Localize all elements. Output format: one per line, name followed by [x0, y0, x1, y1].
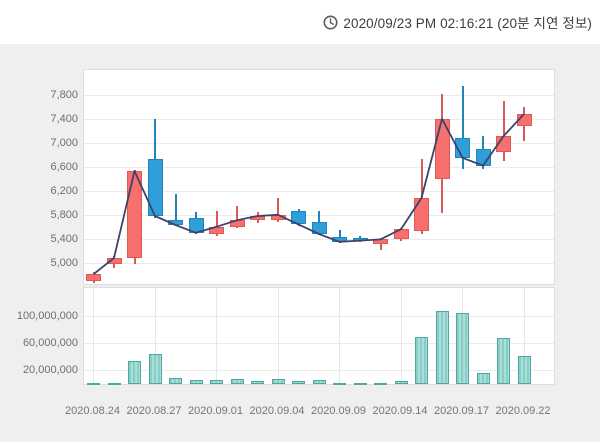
candle-body [352, 237, 368, 241]
price-grid-line [84, 239, 554, 241]
volume-bar [415, 337, 428, 384]
volume-vertical-grid-line [93, 288, 94, 384]
price-grid-line [84, 95, 554, 97]
volume-vertical-grid-line [216, 288, 217, 384]
price-grid-line [84, 263, 554, 265]
candle-body [188, 217, 204, 233]
header-bar: 2020/09/23 PM 02:16:21 (20분 지연 정보) [0, 0, 600, 44]
volume-bar [312, 379, 326, 384]
volume-vertical-grid-line [154, 288, 156, 384]
price-axis-label: 7,800 [50, 88, 78, 101]
timestamp-text: 2020/09/23 PM 02:16:21 (20분 지연 정보) [343, 16, 592, 31]
volume-axis-label: 20,000,000 [22, 363, 78, 376]
volume-bar [107, 382, 121, 385]
date-label: 2020.09.01 [187, 405, 244, 417]
candle-body [127, 170, 142, 258]
volume-grid-line [84, 316, 554, 318]
volume-bar [456, 312, 469, 384]
candle-body [373, 239, 388, 244]
volume-bar [271, 378, 285, 384]
date-label: 2020.09.17 [433, 405, 490, 417]
volume-bar [394, 381, 408, 384]
date-label: 2020.08.27 [126, 405, 182, 417]
volume-bar [87, 383, 100, 386]
volume-bar [230, 378, 244, 384]
volume-bar [169, 377, 182, 384]
volume-bar [476, 372, 490, 384]
candle-body [291, 210, 306, 225]
volume-bar [128, 361, 141, 384]
volume-grid-line [84, 343, 554, 345]
candle-body [86, 274, 101, 281]
price-axis-label: 6,600 [50, 160, 78, 173]
volume-pane [83, 287, 555, 386]
volume-vertical-grid-line [523, 288, 525, 384]
candle-body [332, 236, 347, 242]
candle-body [455, 137, 470, 158]
candle-body [516, 113, 532, 126]
volume-axis-label: 100,000,000 [16, 309, 78, 322]
volume-bar [148, 354, 162, 384]
volume-bar [251, 380, 264, 384]
candle-body [311, 221, 327, 234]
price-axis-label: 7,000 [50, 136, 78, 149]
date-label: 2020.08.24 [64, 405, 121, 417]
price-axis-label: 6,200 [50, 184, 78, 197]
price-axis-label: 5,800 [50, 208, 78, 221]
volume-bar [353, 382, 367, 385]
candle-body [250, 215, 265, 221]
delayed-quote-timestamp: 2020/09/23 PM 02:16:21 (20분 지연 정보) [323, 12, 592, 32]
candle-body [434, 118, 450, 179]
volume-bar [292, 381, 305, 384]
candle-body [147, 158, 163, 216]
volume-vertical-grid-line [400, 288, 402, 384]
volume-axis-label: 60,000,000 [22, 336, 78, 349]
date-label: 2020.09.04 [249, 405, 305, 417]
volume-bar [333, 382, 346, 385]
volume-vertical-grid-line [339, 288, 340, 384]
price-axis-label: 5,400 [50, 232, 78, 245]
candle-body [393, 229, 409, 240]
volume-bar [210, 380, 223, 384]
price-axis-label: 7,400 [50, 112, 78, 125]
candle-body [496, 136, 511, 153]
candle-body [209, 226, 224, 234]
volume-grid-line [84, 370, 554, 372]
volume-bar [189, 380, 203, 384]
candle-body [106, 257, 122, 264]
candle-body [475, 149, 491, 166]
clock-icon [323, 15, 338, 29]
volume-bar [517, 356, 531, 384]
date-label: 2020.09.09 [310, 405, 367, 417]
date-label: 2020.09.22 [495, 405, 551, 417]
date-label: 2020.09.14 [372, 405, 428, 417]
price-pane [83, 69, 555, 285]
candle-body [414, 197, 429, 231]
candle-body [229, 220, 245, 227]
candle-body [270, 214, 286, 221]
volume-bar [497, 337, 510, 384]
price-axis-label: 5,000 [50, 256, 78, 269]
candle-body [168, 219, 183, 225]
volume-bar [374, 382, 387, 385]
volume-vertical-grid-line [277, 288, 279, 384]
volume-bar [435, 311, 449, 384]
